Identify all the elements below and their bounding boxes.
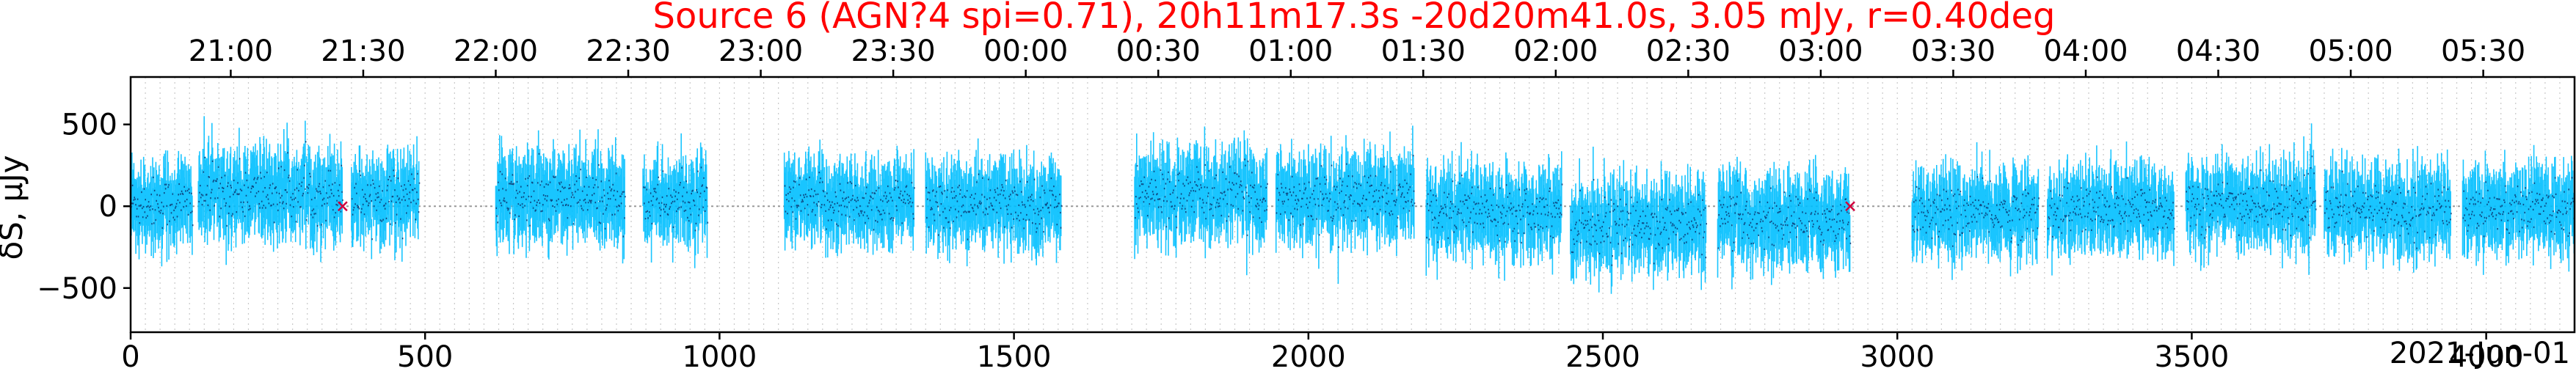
data-points: [2462, 177, 2575, 238]
data-points: [1135, 158, 1268, 236]
top-tick-label: 05:00: [2308, 34, 2393, 68]
data-points: [495, 153, 626, 238]
y-tick-label: −500: [37, 272, 117, 306]
y-tick-label: 500: [62, 109, 117, 142]
data-points: [351, 169, 421, 241]
error-bars: [130, 150, 193, 267]
scan-group: [2324, 146, 2452, 273]
top-tick-label: 03:30: [1911, 34, 1995, 68]
data-points: [1912, 176, 2040, 247]
top-tick-label: 01:00: [1248, 34, 1333, 68]
scan-group: [1275, 125, 1416, 285]
x-tick-label: 1000: [683, 340, 757, 374]
flag-marker: [1845, 201, 1855, 212]
top-tick-label: 21:30: [321, 34, 405, 68]
scan-group: [2185, 123, 2317, 275]
scan-group: [130, 150, 194, 267]
data-layer: [130, 116, 2575, 294]
scan-group: [783, 139, 915, 258]
data-points: [784, 172, 915, 231]
top-tick-label: 21:00: [189, 34, 273, 68]
error-bars: [2047, 141, 2175, 276]
top-tick-label: 02:30: [1646, 34, 1731, 68]
data-points: [2324, 170, 2452, 249]
x-tick-label: 0: [121, 340, 139, 374]
data-points: [2047, 176, 2175, 238]
data-points: [198, 141, 343, 227]
top-tick-label: 00:00: [983, 34, 1068, 68]
scan-group: [1911, 142, 2040, 280]
top-tick-label: 00:30: [1116, 34, 1201, 68]
x-tick-label: 4000: [2449, 340, 2524, 374]
chart-title: Source 6 (AGN?4 spi=0.71), 20h11m17.3s -…: [653, 0, 2056, 37]
axes-layer: 0 500 1000 1500 2000 2500 3000 3500 4000−5000500…: [37, 34, 2576, 374]
error-bars: [2462, 144, 2575, 275]
scan-group: [2047, 141, 2175, 276]
scan-group: [197, 116, 343, 265]
x-tick-label: 2000: [1271, 340, 1346, 374]
top-tick-label: 02:00: [1513, 34, 1598, 68]
x-tick-label: 3500: [2155, 340, 2230, 374]
scan-group: [2462, 144, 2575, 275]
data-points: [1276, 155, 1416, 249]
top-tick-label: 23:30: [851, 34, 935, 68]
top-tick-label: 22:00: [454, 34, 538, 68]
x-tick-label: 2500: [1565, 340, 1640, 374]
error-bars: [783, 139, 914, 258]
error-bars: [1425, 142, 1562, 281]
scan-group: [1717, 155, 1852, 290]
error-bars: [197, 116, 343, 265]
error-bars: [495, 129, 625, 264]
top-tick-label: 03:00: [1778, 34, 1863, 68]
scan-group: [351, 136, 421, 262]
date-label: 2021-Jun-01: [2390, 337, 2570, 370]
scan-group: [1570, 147, 1707, 294]
x-tick-label: 3000: [1860, 340, 1935, 374]
scan-group: [495, 129, 626, 264]
top-tick-label: 05:30: [2441, 34, 2525, 68]
error-bars: [1275, 125, 1415, 285]
y-tick-label: 0: [99, 190, 117, 224]
data-points: [1717, 180, 1852, 252]
scan-group: [1134, 126, 1268, 276]
y-axis-label: δS, μJy: [0, 155, 29, 260]
top-tick-label: 22:30: [586, 34, 670, 68]
error-bars: [1911, 142, 2040, 280]
data-points: [1570, 179, 1707, 266]
top-tick-label: 01:30: [1381, 34, 1466, 68]
data-points: [1426, 175, 1563, 244]
data-points: [2186, 155, 2317, 239]
flag-marker: [337, 201, 348, 212]
data-points: [643, 166, 709, 232]
scan-group: [1425, 142, 1563, 281]
plot-frame: [129, 76, 2576, 334]
x-tick-label: 1500: [977, 340, 1052, 374]
error-bars: [1717, 155, 1851, 290]
x-tick-label: 500: [397, 340, 453, 374]
top-tick-label: 23:00: [718, 34, 803, 68]
grid-layer: [130, 77, 2575, 332]
error-bars: [925, 138, 1062, 267]
top-tick-label: 04:30: [2176, 34, 2260, 68]
scan-group: [925, 138, 1063, 267]
data-points: [925, 173, 1063, 241]
top-tick-label: 04:00: [2043, 34, 2128, 68]
scan-group: [642, 133, 709, 268]
